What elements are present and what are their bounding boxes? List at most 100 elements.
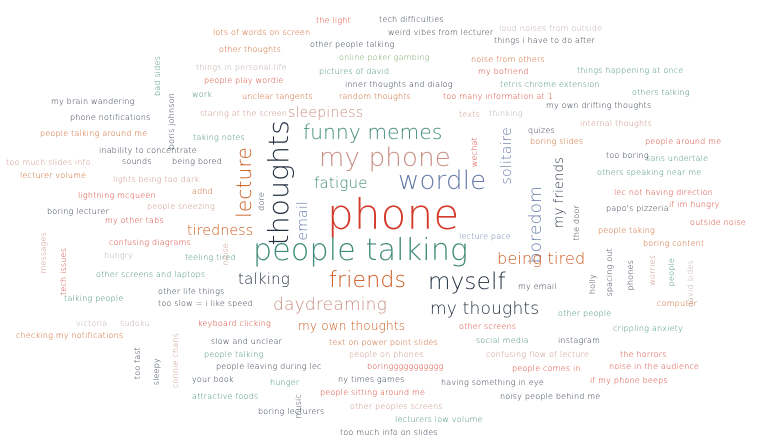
word-email: email bbox=[295, 201, 311, 241]
word-hunger: hunger bbox=[270, 378, 300, 387]
word-boring-lecturers: boring lecturers bbox=[258, 407, 325, 416]
word-feeling-tired: feeling tired bbox=[185, 253, 236, 262]
word-holly: holly bbox=[588, 274, 597, 295]
word-myself: myself bbox=[428, 269, 506, 295]
word-my-email: my email bbox=[518, 282, 557, 291]
word-other-screens-laptops: other screens and laptops bbox=[96, 270, 206, 279]
word-noise: noise bbox=[221, 243, 230, 266]
word-lec-direction: lec not having direction bbox=[614, 188, 713, 197]
word-online-poker: online poker gambing bbox=[339, 53, 430, 62]
word-my-other-tabs: my other tabs bbox=[105, 216, 164, 225]
word-my-phone: my phone bbox=[319, 143, 451, 173]
word-brain-wandering: my brain wandering bbox=[51, 97, 135, 106]
word-phones: phones bbox=[626, 260, 635, 291]
word-social-media: social media bbox=[476, 336, 529, 345]
word-talking: talking bbox=[238, 270, 291, 288]
word-lightning-mcqueen: lightning mcqueen bbox=[78, 191, 156, 200]
word-sounds: sounds bbox=[122, 157, 152, 166]
word-too-much-slides: too much slides info bbox=[6, 158, 91, 167]
word-slow-unclear: slow and unclear bbox=[211, 337, 283, 346]
word-phone-notifications: phone notifications bbox=[70, 113, 151, 122]
word-the-horrors: the horrors bbox=[620, 350, 667, 359]
word-people-leaving: people leaving during lec bbox=[216, 362, 322, 371]
word-friends: friends bbox=[329, 268, 407, 293]
word-quizes: quizes bbox=[528, 126, 555, 135]
word-your-book: your book bbox=[192, 375, 234, 384]
word-others-talking: others talking bbox=[632, 88, 690, 97]
word-lights-dark: lights being too dark bbox=[113, 175, 200, 184]
word-solitaire: solitaire bbox=[499, 127, 515, 185]
word-other-people: other people bbox=[558, 309, 612, 318]
word-people-sneezing: people sneezing bbox=[147, 202, 216, 211]
word-being-bored: being bored bbox=[172, 157, 222, 166]
word-messages: messages bbox=[39, 232, 48, 274]
word-taking-notes: taking notes bbox=[193, 133, 245, 142]
word-weird-vibes: weird vibes from lecturer bbox=[388, 28, 494, 37]
word-spacing-out: spacing out bbox=[605, 248, 614, 297]
word-inability: inability to concentrate bbox=[99, 146, 197, 155]
word-tech-issues: tech issues bbox=[59, 248, 68, 295]
word-dore: dore bbox=[257, 192, 266, 211]
word-adhd: adhd bbox=[192, 187, 213, 196]
word-being-tired: being tired bbox=[497, 249, 586, 268]
word-ny-times: ny times games bbox=[338, 375, 405, 384]
word-victoria: victoria bbox=[76, 319, 108, 328]
word-fatigue: fatigue bbox=[314, 174, 368, 192]
word-people-on-phones: people on phones bbox=[349, 350, 424, 359]
word-my-thoughts: my thoughts bbox=[430, 299, 540, 319]
word-staring-screen: staring at the screen bbox=[200, 109, 288, 118]
word-things-to-do: things i have to do after bbox=[494, 36, 595, 45]
word-people-around-me: people around me bbox=[645, 137, 722, 146]
word-boring-slides: boring slides bbox=[530, 137, 584, 146]
word-hungry: hungry bbox=[104, 251, 134, 260]
word-people-talking: people talking bbox=[253, 233, 469, 268]
word-unclear-tangents: unclear tangents bbox=[242, 92, 313, 101]
word-funny-memes: funny memes bbox=[303, 120, 443, 144]
word-bad-sides: bad sides bbox=[153, 56, 162, 96]
word-sitting-around-me: people sitting around me bbox=[320, 388, 426, 397]
word-something-eye: having something in eye bbox=[441, 378, 544, 387]
word-daydreaming: daydreaming bbox=[273, 295, 388, 315]
word-lots-of-words: lots of words on screen bbox=[213, 28, 311, 37]
word-loud-noises: loud noises from outside bbox=[499, 24, 603, 33]
word-the-light: the light bbox=[316, 16, 351, 25]
word-computer: computer bbox=[657, 299, 698, 308]
word-sleepiness: sleepiness bbox=[288, 105, 364, 121]
word-phone-beeps: if my phone beeps bbox=[590, 376, 668, 385]
word-boringggg: boringgggggggggg bbox=[367, 362, 444, 371]
word-other-people-talking: other people talking bbox=[310, 40, 395, 49]
word-thoughts: thoughts bbox=[262, 120, 295, 246]
word-talking-around-me: people talking around me bbox=[40, 129, 148, 138]
word-confusing-diagrams: confusing diagrams bbox=[109, 238, 191, 247]
word-lecture-pace: lecture pace bbox=[459, 232, 512, 241]
word-personal-life: things in personal life bbox=[196, 63, 287, 72]
word-too-many-info: too many information at 1 bbox=[443, 92, 553, 101]
word-others-speaking: others speaking near me bbox=[597, 168, 702, 177]
word-attractive-foods: attractive foods bbox=[192, 392, 259, 401]
word-people-comes-in: people comes in bbox=[512, 364, 581, 373]
word-sleepy: sleepy bbox=[152, 358, 161, 386]
word-text-on-slides: text on power point slides bbox=[329, 338, 439, 347]
word-people-talking-small: people talking bbox=[204, 350, 264, 359]
word-instagram: instagram bbox=[558, 336, 601, 345]
word-sudoku: sudoku bbox=[120, 319, 150, 328]
word-other-screens: other screens bbox=[459, 322, 517, 331]
word-other-thoughts: other thoughts bbox=[219, 45, 282, 54]
word-my-own-thoughts: my own thoughts bbox=[298, 319, 406, 333]
word-my-friends: my friends bbox=[552, 157, 567, 229]
word-sans-undertale: sans undertale bbox=[646, 154, 709, 163]
word-lecture: lecture bbox=[232, 147, 256, 218]
word-if-im-hungry: if im hungry bbox=[669, 200, 720, 209]
word-boring-lecturer: boring lecturer bbox=[47, 207, 109, 216]
word-work: work bbox=[192, 90, 213, 99]
word-noise-from-others: noise from others bbox=[471, 55, 545, 64]
word-thinking: thinking bbox=[489, 109, 523, 118]
word-people-taking: people taking bbox=[598, 226, 656, 235]
word-people-play-wordle: people play wordle bbox=[204, 76, 284, 85]
word-lecturer-volume: lecturer volume bbox=[20, 171, 87, 180]
word-keyboard-clicking: keyboard clicking bbox=[198, 319, 272, 328]
word-people: people bbox=[667, 258, 676, 287]
word-peoples-screens: other peoples screens bbox=[350, 402, 443, 411]
word-worries: worries bbox=[648, 255, 657, 286]
